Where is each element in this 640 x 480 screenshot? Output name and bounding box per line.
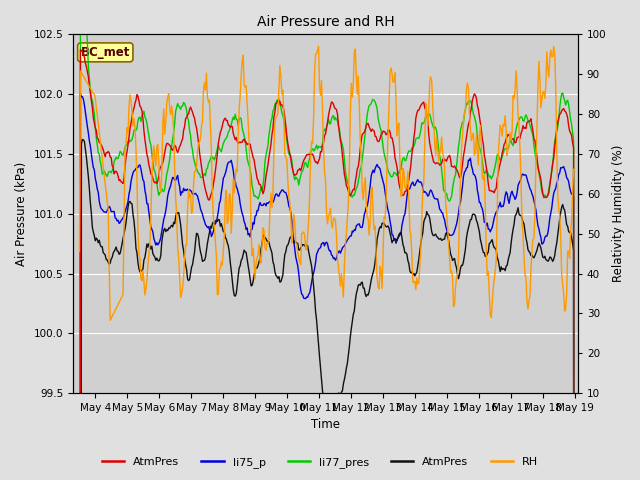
Text: BC_met: BC_met [81, 46, 130, 59]
Y-axis label: Air Pressure (kPa): Air Pressure (kPa) [15, 162, 28, 266]
Y-axis label: Relativity Humidity (%): Relativity Humidity (%) [612, 145, 625, 282]
Bar [73, 154, 578, 274]
Legend: AtmPres, li75_p, li77_pres, AtmPres, RH: AtmPres, li75_p, li77_pres, AtmPres, RH [97, 452, 543, 472]
X-axis label: Time: Time [311, 419, 340, 432]
Title: Air Pressure and RH: Air Pressure and RH [257, 15, 394, 29]
